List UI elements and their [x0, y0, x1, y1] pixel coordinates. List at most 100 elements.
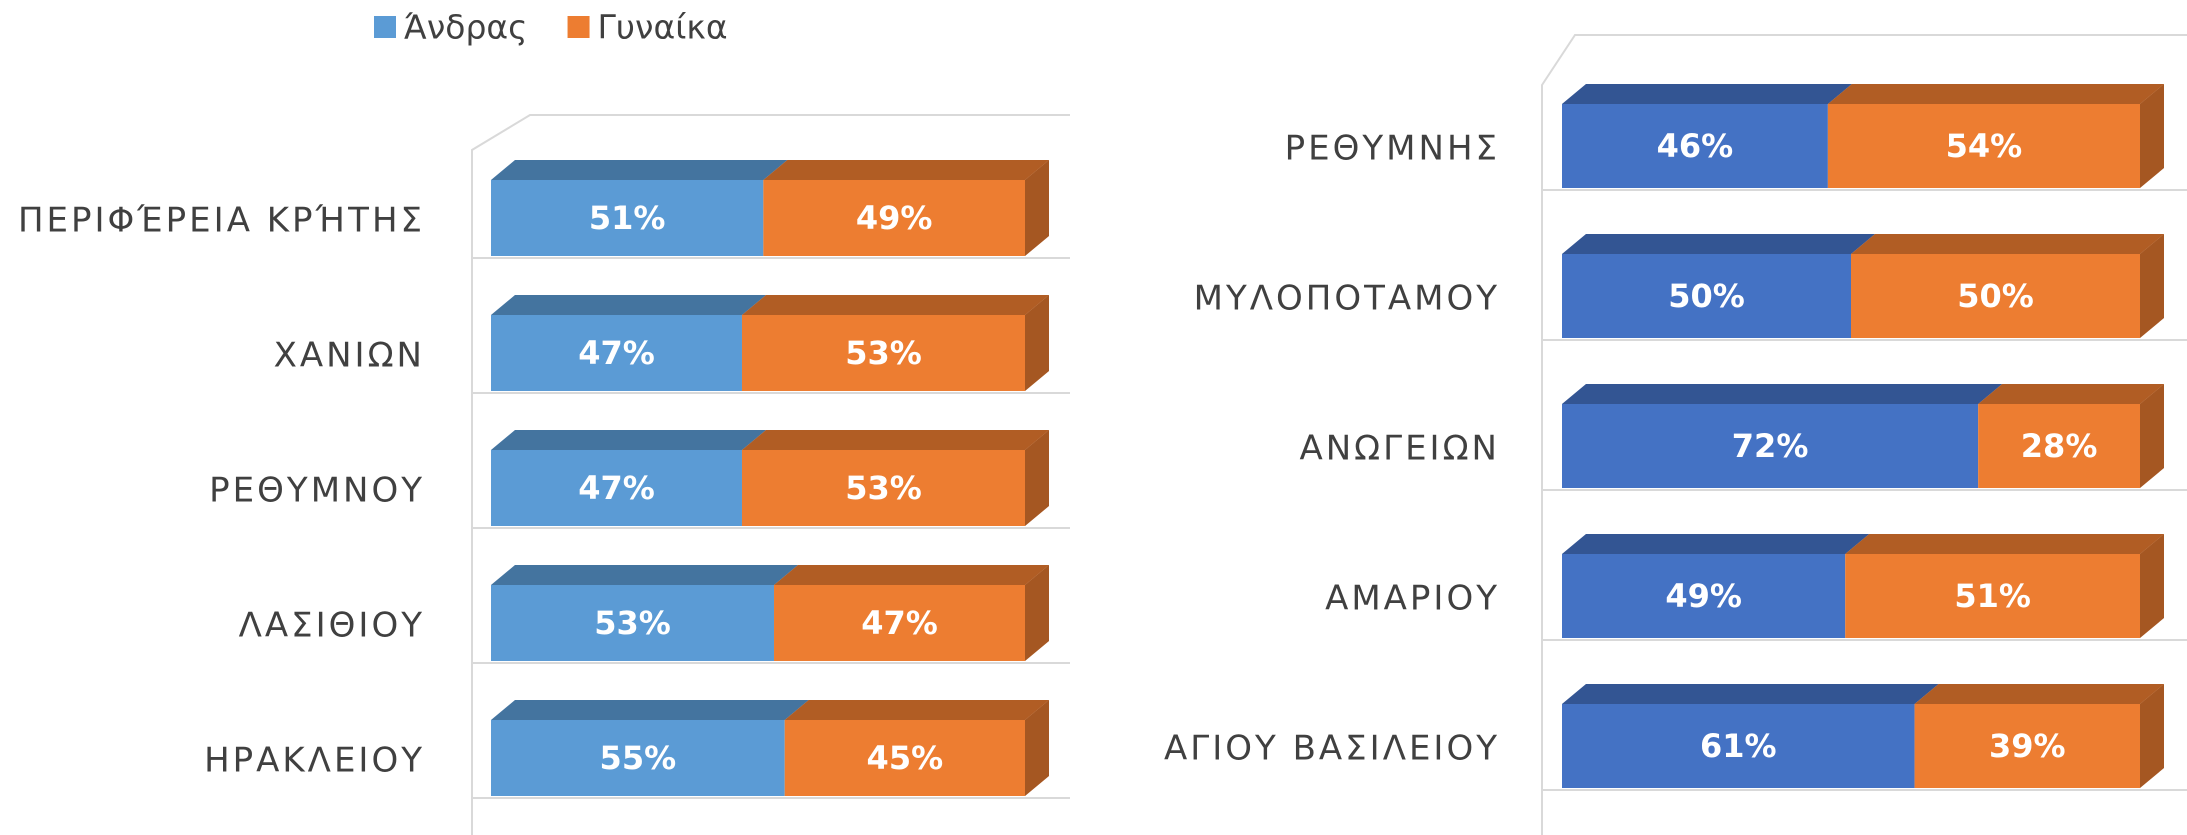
data-label: 53% — [594, 604, 671, 642]
bar-segment — [491, 720, 785, 796]
bar-segment — [491, 180, 764, 256]
bar-side-shade — [2140, 534, 2164, 638]
data-label: 54% — [1946, 127, 2023, 165]
category-label: ΑΓΙΟΥ ΒΑΣΙΛΕΙΟΥ — [1164, 729, 1500, 769]
bar-segment — [1562, 704, 1915, 788]
category-label: ΡΕΘΥΜΝΟΥ — [209, 471, 425, 511]
bar-top-shade — [1562, 534, 1870, 554]
bar-top-shade — [774, 565, 1049, 585]
data-label: 51% — [589, 199, 666, 237]
bar-top — [1562, 84, 1852, 104]
bar-top-shade — [1562, 84, 1852, 104]
data-label: 51% — [1954, 577, 2031, 615]
bar-top — [1827, 84, 2164, 104]
data-label: 50% — [1668, 277, 1745, 315]
data-label: 61% — [1700, 727, 1777, 765]
bar-segment — [491, 585, 775, 661]
category-label: ΧΑΝΙΩΝ — [274, 336, 425, 376]
bar-side — [1025, 160, 1049, 256]
bar-top — [491, 430, 766, 450]
bar-top-shade — [1914, 684, 2164, 704]
bar-top — [1562, 384, 2003, 404]
bar-side-shade — [2140, 84, 2164, 188]
bar-top — [784, 700, 1049, 720]
left-wall — [471, 114, 1070, 835]
data-label: 28% — [2021, 427, 2098, 465]
data-label: 49% — [1665, 577, 1742, 615]
bar-side — [1025, 700, 1049, 796]
category-label: ΗΡΑΚΛΕΙΟΥ — [204, 741, 425, 781]
bar-side-shade — [1025, 295, 1049, 391]
category-label: ΑΝΩΓΕΙΩΝ — [1299, 429, 1500, 469]
bar-segment — [741, 450, 1025, 526]
bar-side — [2140, 84, 2164, 188]
bar-top — [1978, 384, 2164, 404]
bar-top-shade — [491, 295, 766, 315]
bar-segment — [491, 450, 742, 526]
data-label: 53% — [845, 334, 922, 372]
data-label: 55% — [600, 739, 677, 777]
bar-top — [491, 295, 766, 315]
data-label: 49% — [856, 199, 933, 237]
bar-segment — [784, 720, 1025, 796]
bar-top-shade — [763, 160, 1049, 180]
bar-top — [491, 160, 788, 180]
bar-top — [763, 160, 1049, 180]
bar-segment — [1562, 554, 1846, 638]
bar-segment — [1851, 254, 2140, 338]
bar-side — [2140, 684, 2164, 788]
bar-side — [1025, 295, 1049, 391]
bar-top-shade — [491, 160, 788, 180]
data-label: 39% — [1989, 727, 2066, 765]
category-label: ΠΕΡΙΦΈΡΕΙΑ ΚΡΉΤΗΣ — [18, 201, 425, 241]
bar-segment — [763, 180, 1025, 256]
bar-side-shade — [2140, 234, 2164, 338]
bar-top — [1851, 234, 2164, 254]
bar-top — [491, 565, 799, 585]
bar-top-shade — [741, 430, 1049, 450]
bar-top — [1562, 684, 1939, 704]
bar-side-shade — [2140, 684, 2164, 788]
bar-top — [1845, 534, 2164, 554]
bar-side-shade — [1025, 430, 1049, 526]
bar-top-shade — [741, 295, 1049, 315]
bar-side — [1025, 565, 1049, 661]
bar-segment — [774, 585, 1025, 661]
bar-side-shade — [2140, 384, 2164, 488]
bar-top — [491, 700, 809, 720]
bar-side — [2140, 234, 2164, 338]
bar-segment — [1562, 404, 1979, 488]
bar-top-shade — [1562, 384, 2003, 404]
data-label: 47% — [578, 469, 655, 507]
bar-top-shade — [1827, 84, 2164, 104]
bar-top — [1562, 534, 1870, 554]
bar-top — [741, 295, 1049, 315]
bar-segment — [741, 315, 1025, 391]
legend-swatch — [567, 16, 590, 38]
legend-label: Γυναίκα — [598, 8, 728, 47]
bar-segment — [1562, 104, 1828, 188]
bar-side — [2140, 384, 2164, 488]
bar-top — [774, 565, 1049, 585]
bar-segment — [1562, 254, 1851, 338]
data-label: 45% — [867, 739, 944, 777]
data-label: 53% — [845, 469, 922, 507]
data-label: 47% — [861, 604, 938, 642]
bar-side-shade — [1025, 160, 1049, 256]
bar-top-shade — [1562, 684, 1939, 704]
bar-side — [1025, 430, 1049, 526]
category-label: ΜΥΛΟΠΟΤΑΜΟΥ — [1194, 279, 1500, 319]
bar-top-shade — [1851, 234, 2164, 254]
category-label: ΛΑΣΙΘΙΟΥ — [239, 606, 425, 646]
bar-top — [1914, 684, 2164, 704]
bar-top — [741, 430, 1049, 450]
bar-top-shade — [1845, 534, 2164, 554]
back-walls — [471, 34, 2187, 835]
bar-segment — [1914, 704, 2140, 788]
bar-side-shade — [1025, 700, 1049, 796]
category-label: ΑΜΑΡΙΟΥ — [1325, 579, 1500, 619]
bar-top-shade — [1978, 384, 2164, 404]
bar-top-shade — [491, 700, 809, 720]
bar-top-shade — [491, 565, 799, 585]
